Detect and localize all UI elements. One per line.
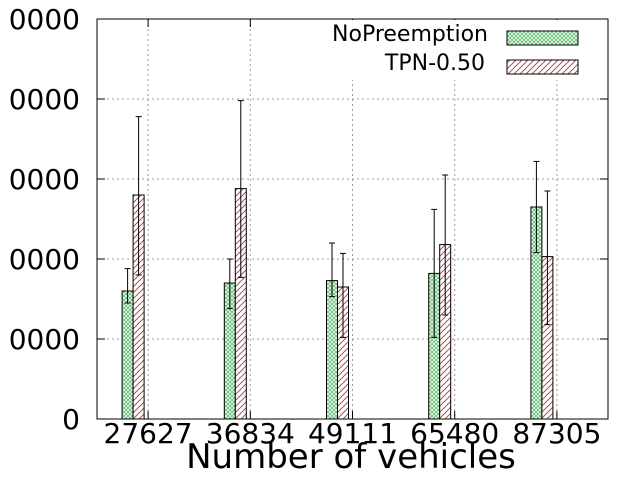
legend: NoPreemption TPN-0.50 <box>288 20 606 80</box>
legend-label-tpn: TPN-0.50 <box>384 51 485 76</box>
y-tick-label: 0 <box>62 403 80 436</box>
x-tick-label: 27627 <box>104 417 193 450</box>
x-tick-label: 36834 <box>206 417 295 450</box>
x-axis-label: Number of vehicles <box>186 437 516 477</box>
bar-nopreemption <box>326 280 338 420</box>
x-tick-label: 65480 <box>410 417 499 450</box>
x-tick-label: 87305 <box>512 417 601 450</box>
x-tick-label: 49111 <box>308 417 397 450</box>
legend-label-noprenemption: NoPreemption <box>332 22 488 47</box>
y-tick-label: 0000 <box>9 163 80 196</box>
y-tick-label: 0000 <box>9 3 80 36</box>
error-bars <box>124 100 551 338</box>
x-axis-ticks: 27627 36834 49111 65480 87305 <box>104 19 601 450</box>
legend-swatch-nopreemption <box>506 30 579 46</box>
y-tick-label: 0000 <box>9 323 80 356</box>
legend-swatch-tpn <box>506 59 579 75</box>
y-tick-label: 0000 <box>9 243 80 276</box>
y-tick-label: 0000 <box>9 83 80 116</box>
bars <box>121 188 554 420</box>
bar-nopreemption <box>121 290 134 420</box>
